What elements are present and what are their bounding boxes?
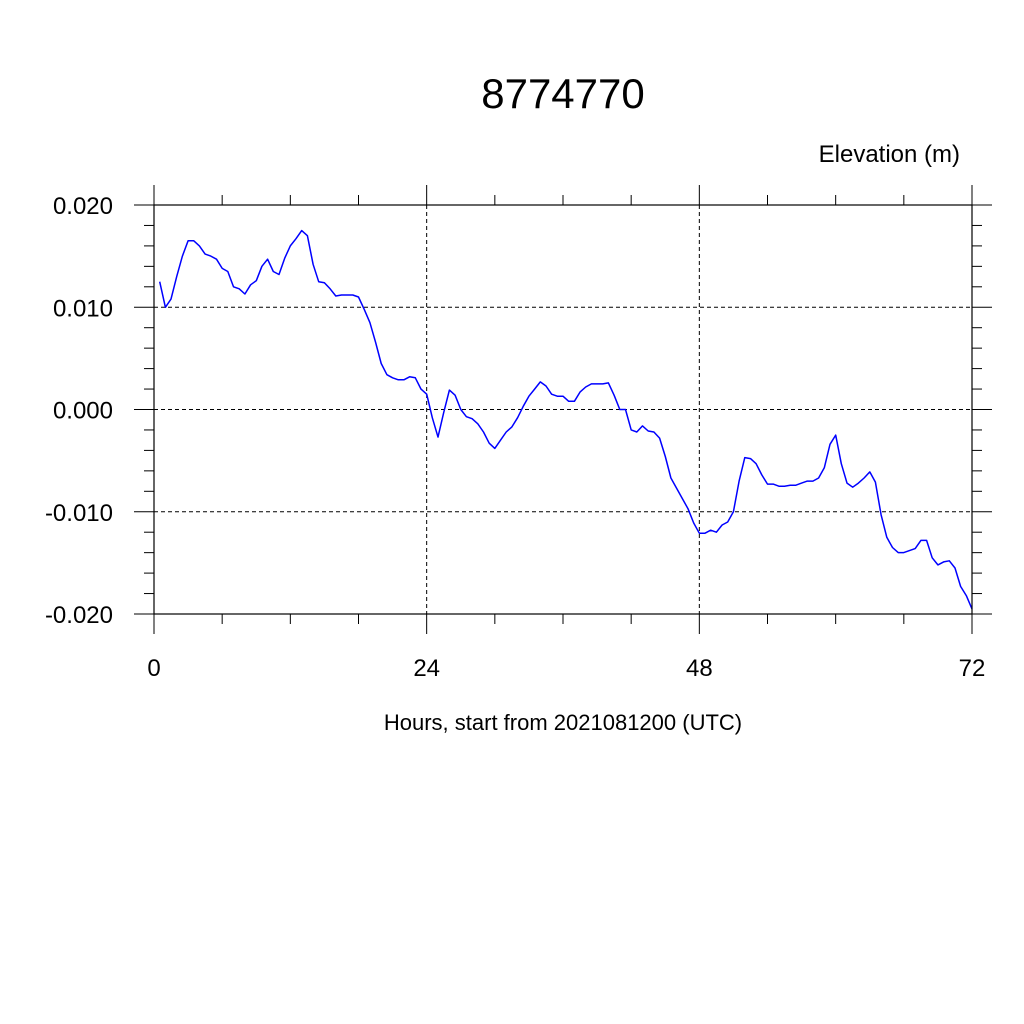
- y-tick-label: 0.020: [53, 193, 113, 220]
- x-tick-label: 72: [959, 655, 986, 682]
- series-group: [158, 229, 973, 610]
- chart-title: 8774770: [481, 70, 645, 117]
- elevation-line: [158, 229, 973, 610]
- tick-labels: 0 24 48 72 -0.020 -0.010 0.000 0.010 0.020: [45, 193, 985, 682]
- x-tick-label: 48: [686, 655, 713, 682]
- grid-lines: [154, 204, 972, 615]
- x-tick-label: 0: [147, 655, 160, 682]
- plot-frame: [153, 204, 973, 615]
- y-tick-label: -0.020: [45, 602, 113, 629]
- y-tick-label: -0.010: [45, 500, 113, 527]
- units-label: Elevation (m): [819, 141, 960, 168]
- axis-ticks: [134, 185, 992, 634]
- y-tick-label: 0.000: [53, 398, 113, 425]
- x-tick-label: 24: [413, 655, 440, 682]
- x-axis-label: Hours, start from 2021081200 (UTC): [384, 710, 742, 735]
- y-tick-label: 0.010: [53, 295, 113, 322]
